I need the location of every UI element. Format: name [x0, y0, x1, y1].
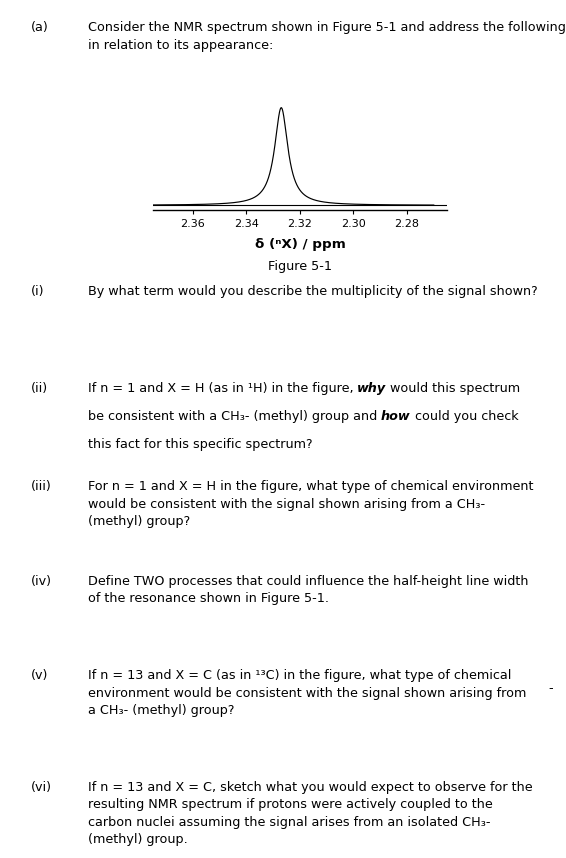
Text: (a): (a) — [31, 21, 49, 34]
Text: If n = 13 and X = C (as in ¹³C) in the figure, what type of chemical
environment: If n = 13 and X = C (as in ¹³C) in the f… — [88, 669, 526, 717]
Text: If n = 1 and X = H (as in ¹H) in the figure,: If n = 1 and X = H (as in ¹H) in the fig… — [88, 382, 357, 395]
Text: Define TWO processes that could influence the half-height line width
of the reso: Define TWO processes that could influenc… — [88, 575, 528, 606]
Text: -: - — [548, 682, 552, 695]
Text: could you check: could you check — [410, 410, 518, 423]
Text: this fact for this specific spectrum?: this fact for this specific spectrum? — [88, 438, 312, 451]
Text: By what term would you describe the multiplicity of the signal shown?: By what term would you describe the mult… — [88, 285, 538, 298]
Text: (vi): (vi) — [31, 781, 52, 794]
Text: (iii): (iii) — [31, 480, 52, 493]
Text: why: why — [357, 382, 387, 395]
Text: would this spectrum: would this spectrum — [387, 382, 521, 395]
Text: (iv): (iv) — [31, 575, 52, 588]
Text: (i): (i) — [31, 285, 45, 298]
Text: Figure 5-1: Figure 5-1 — [268, 260, 332, 273]
Text: be consistent with a CH₃- (methyl) group and: be consistent with a CH₃- (methyl) group… — [88, 410, 381, 423]
Text: For n = 1 and X = H in the figure, what type of chemical environment
would be co: For n = 1 and X = H in the figure, what … — [88, 480, 533, 529]
Text: (v): (v) — [31, 669, 49, 682]
Text: (ii): (ii) — [31, 382, 48, 395]
Text: δ (ⁿX) / ppm: δ (ⁿX) / ppm — [255, 238, 345, 251]
Text: how: how — [381, 410, 410, 423]
Text: Consider the NMR spectrum shown in Figure 5-1 and address the following
in relat: Consider the NMR spectrum shown in Figur… — [88, 21, 565, 52]
Text: If n = 13 and X = C, sketch what you would expect to observe for the
resulting N: If n = 13 and X = C, sketch what you wou… — [88, 781, 533, 846]
